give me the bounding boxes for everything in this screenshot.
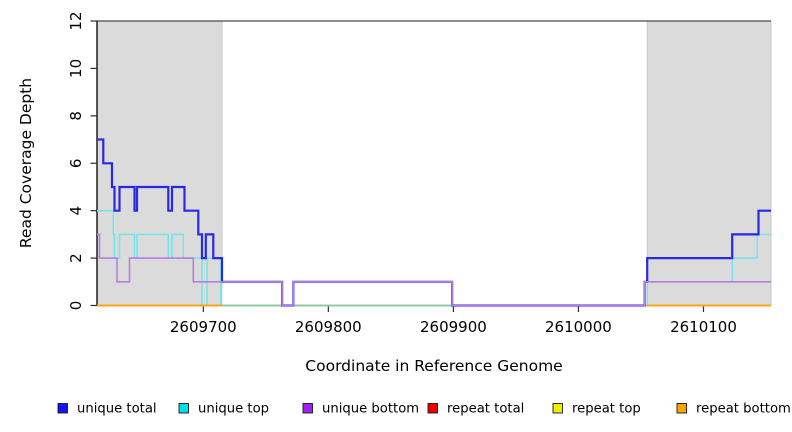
y-tick-label: 10 bbox=[67, 59, 85, 78]
legend-item-unique-total: unique total bbox=[57, 402, 157, 417]
legend-item-repeat-bottom: repeat bottom bbox=[676, 402, 791, 417]
legend-label: repeat bottom bbox=[696, 402, 791, 417]
x-axis-title: Coordinate in Reference Genome bbox=[305, 357, 562, 375]
legend-swatch-repeat-bottom bbox=[676, 403, 687, 414]
y-tick-label: 6 bbox=[67, 159, 85, 169]
shaded-region-right bbox=[646, 20, 772, 306]
y-axis-title: Read Coverage Depth bbox=[17, 78, 35, 248]
legend-label: repeat total bbox=[447, 402, 524, 417]
shaded-region-left bbox=[96, 20, 223, 306]
y-tick-label: 4 bbox=[67, 206, 85, 216]
legend-swatch-unique-top bbox=[178, 403, 189, 414]
legend-swatch-unique-bottom bbox=[302, 403, 313, 414]
plot-generated-content: 0 2 4 6 8 10 12 2609700 2609800 2609900 2610000 261… bbox=[57, 11, 791, 417]
x-tick-label: 2609700 bbox=[170, 318, 237, 336]
x-tick-label: 2610100 bbox=[670, 318, 737, 336]
legend-label: unique top bbox=[198, 402, 269, 417]
legend-item-repeat-top: repeat top bbox=[552, 402, 641, 417]
y-tick-label: 2 bbox=[67, 253, 85, 263]
legend-item-unique-bottom: unique bottom bbox=[302, 402, 419, 417]
y-tick-label: 8 bbox=[67, 111, 85, 121]
legend-item-unique-top: unique top bbox=[178, 402, 269, 417]
series-unique-bottom bbox=[97, 233, 771, 307]
legend-label: repeat top bbox=[572, 402, 641, 417]
legend-swatch-repeat-top bbox=[552, 403, 563, 414]
legend-label: unique total bbox=[77, 402, 157, 417]
x-tick-label: 2609900 bbox=[420, 318, 487, 336]
legend-swatch-unique-total bbox=[57, 403, 68, 414]
legend-label: unique bottom bbox=[322, 402, 419, 417]
legend-item-repeat-total: repeat total bbox=[427, 402, 524, 417]
legend-swatch-repeat-total bbox=[427, 403, 438, 414]
x-tick-label: 2609800 bbox=[295, 318, 362, 336]
y-tick-label: 12 bbox=[67, 11, 85, 30]
x-tick-label: 2610000 bbox=[545, 318, 612, 336]
y-tick-label: 0 bbox=[67, 301, 85, 311]
